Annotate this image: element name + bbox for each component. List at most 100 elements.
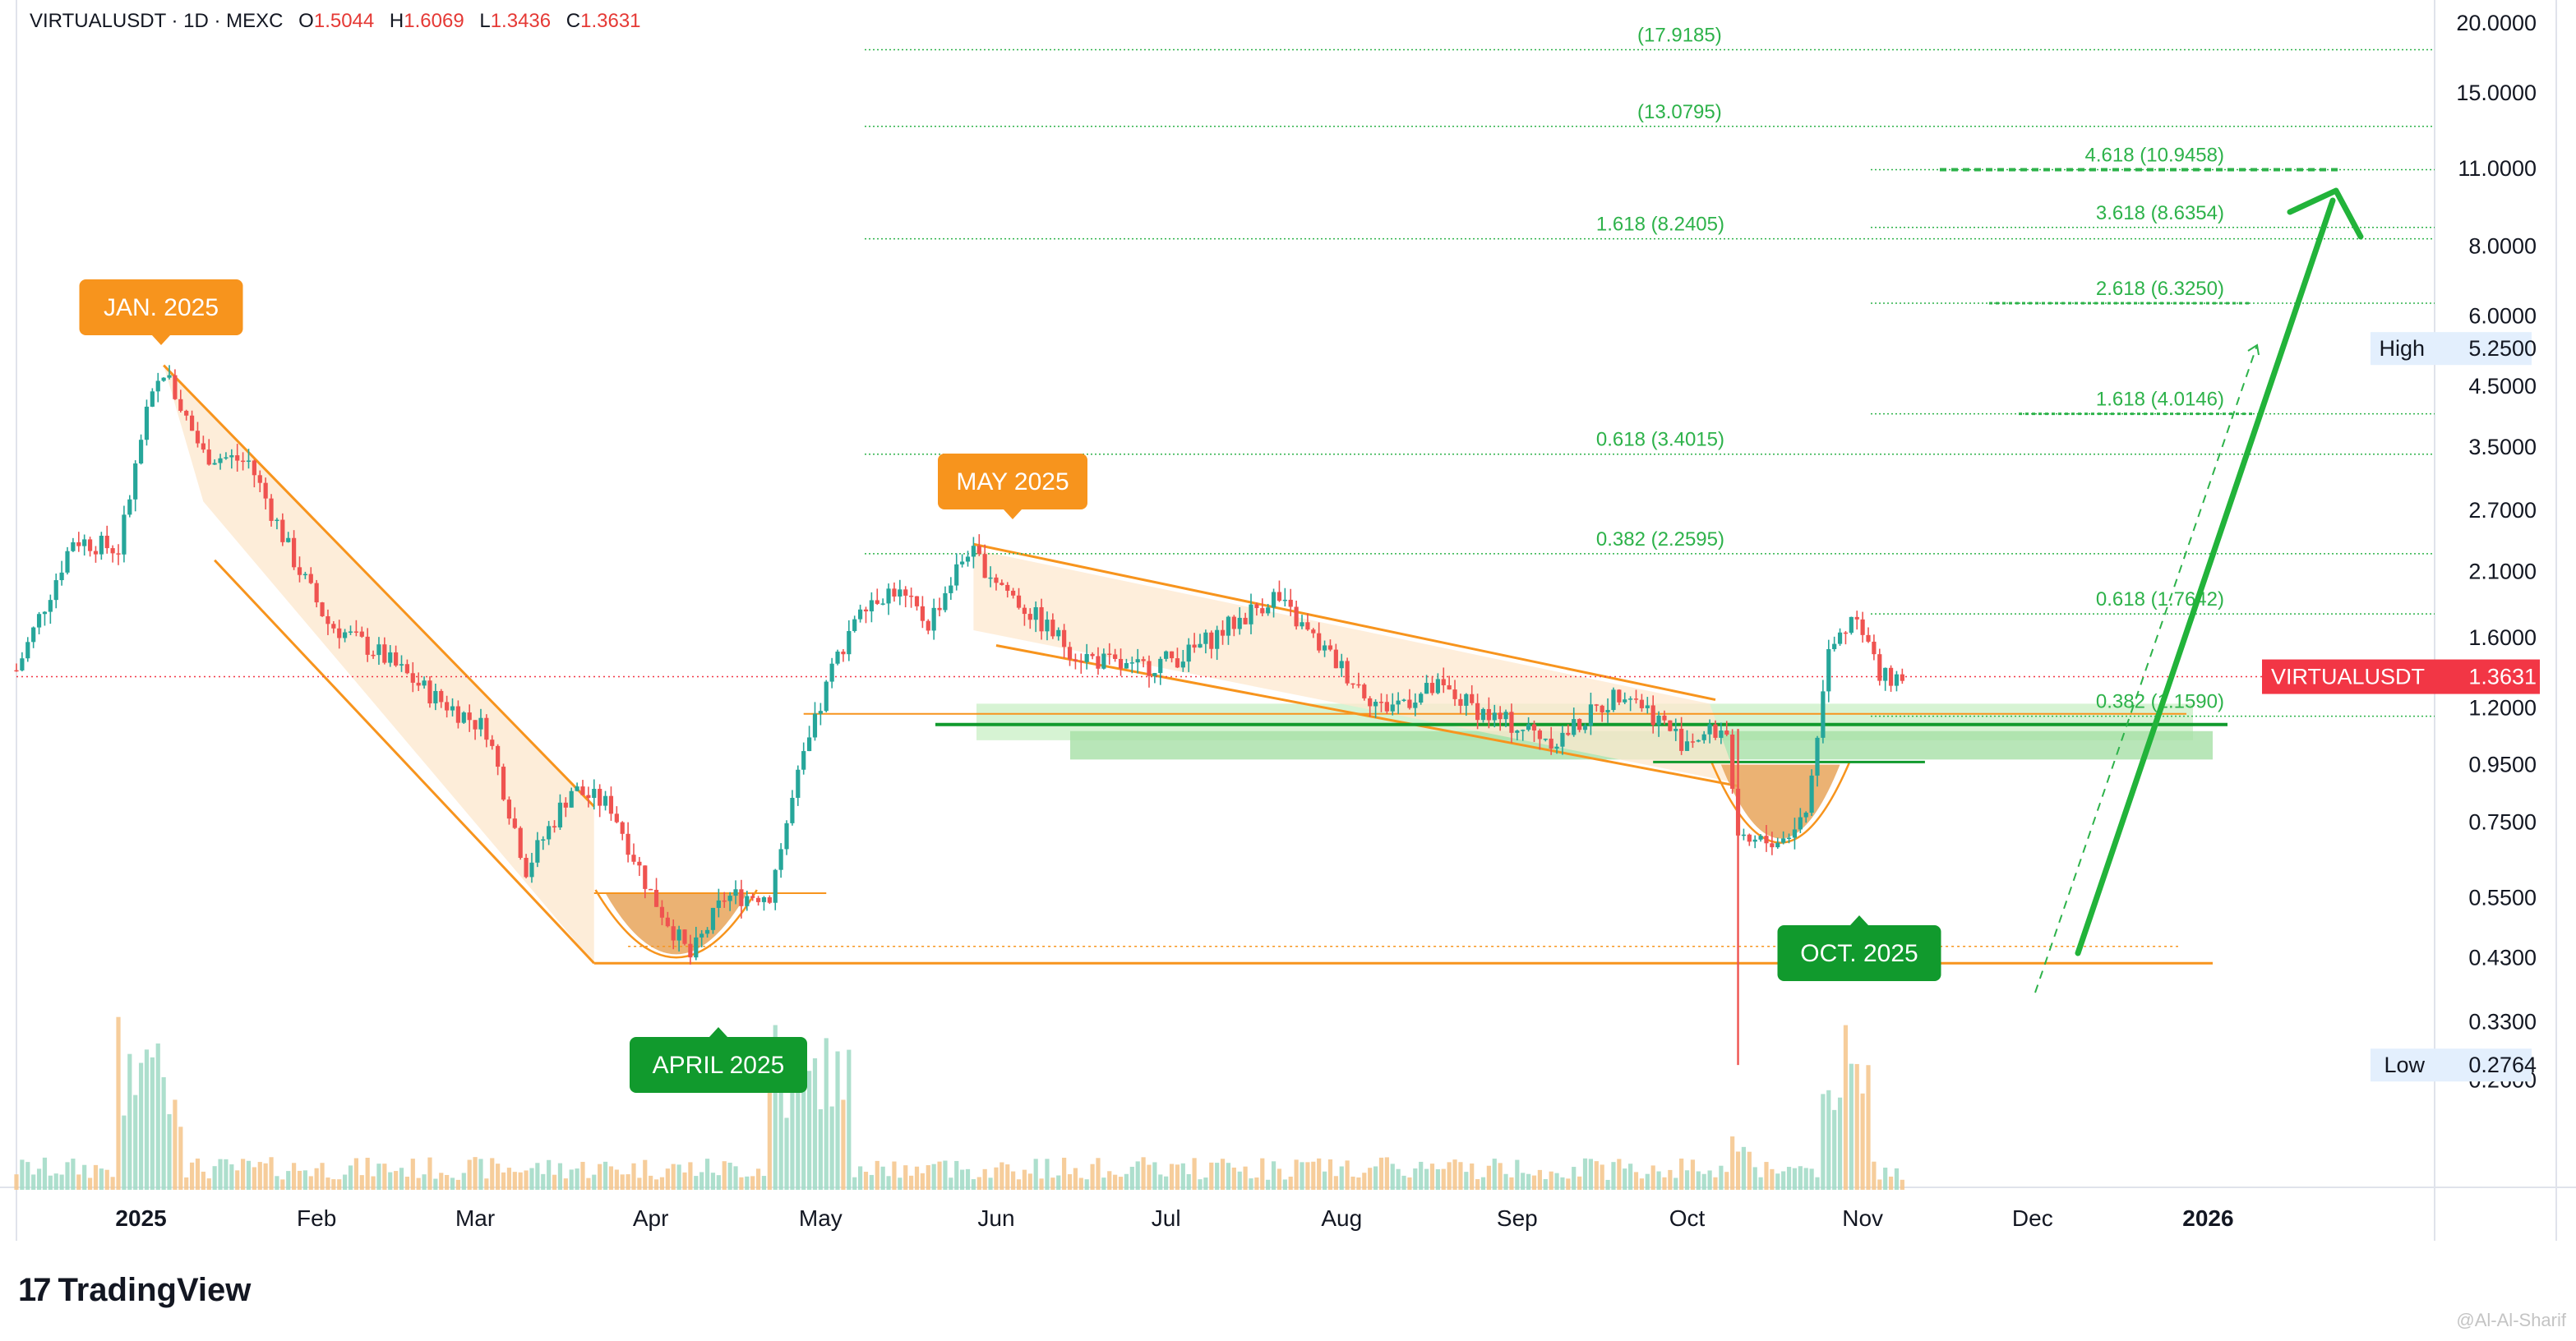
- time-tick-7: Aug: [1321, 1205, 1362, 1231]
- candle: [320, 601, 325, 617]
- candle: [394, 645, 399, 667]
- candle-body: [552, 826, 557, 827]
- candle-body: [988, 577, 993, 579]
- volume-bar: [1231, 1167, 1236, 1190]
- candle: [71, 537, 76, 552]
- time-tick-0: 2025: [115, 1205, 166, 1231]
- volume-bar: [167, 1113, 172, 1190]
- candle-body: [1192, 644, 1197, 648]
- candle: [569, 787, 574, 808]
- candle-body: [716, 900, 721, 908]
- volume-bar: [292, 1163, 297, 1190]
- volume-bar: [1113, 1174, 1118, 1190]
- candle: [87, 537, 93, 557]
- candle-body: [739, 889, 744, 906]
- candle: [122, 505, 127, 563]
- candle-body: [1158, 658, 1163, 674]
- volume-bar: [739, 1177, 744, 1190]
- candle-body: [1633, 698, 1639, 700]
- candle: [1419, 692, 1424, 705]
- candle-body: [643, 865, 648, 889]
- candle: [212, 459, 217, 465]
- volume-bar: [1809, 1168, 1814, 1190]
- candle: [133, 460, 138, 512]
- candle-body: [1515, 730, 1520, 733]
- volume-bar: [1747, 1151, 1752, 1190]
- fib-short-label-0: 4.618 (10.9458): [2085, 145, 2224, 167]
- candle: [206, 439, 211, 466]
- candle: [1900, 668, 1904, 684]
- volume-bar: [898, 1177, 903, 1190]
- volume-bar: [1101, 1177, 1106, 1190]
- candle-body: [1169, 651, 1175, 659]
- volume-bar: [1441, 1168, 1446, 1190]
- bowl-april-fill: [605, 893, 747, 955]
- candle: [722, 892, 727, 908]
- candle-body: [1628, 698, 1633, 700]
- volume-bar: [857, 1166, 863, 1190]
- callout-oct-2025-box: [1777, 925, 1941, 981]
- high-marker-bg: [2371, 332, 2532, 366]
- candle-body: [1872, 641, 1877, 655]
- volume-bar: [1198, 1179, 1203, 1190]
- candle: [1741, 828, 1747, 841]
- high-value: 1.6069: [404, 10, 464, 32]
- candle-body: [909, 595, 914, 597]
- candle-body: [1424, 683, 1429, 694]
- candle-body: [1124, 662, 1129, 669]
- candle-body: [626, 833, 630, 855]
- candle-body: [1650, 705, 1655, 726]
- candle-body: [473, 720, 478, 730]
- close-label: C: [566, 10, 581, 32]
- candle-body: [733, 889, 738, 896]
- volume-bar: [1860, 1093, 1865, 1190]
- candle: [1390, 693, 1395, 716]
- candle-body: [727, 896, 732, 901]
- callout-jan-2025-box: [79, 279, 243, 335]
- candle-body: [875, 600, 879, 604]
- candle: [1215, 625, 1220, 661]
- candle: [1549, 726, 1553, 755]
- candle-body: [1419, 694, 1424, 703]
- candle-body: [404, 664, 410, 674]
- volume-bar: [909, 1175, 914, 1190]
- candle-body: [1016, 595, 1022, 608]
- candle-body: [71, 541, 76, 551]
- candle: [1650, 695, 1655, 734]
- volume-bar: [302, 1170, 307, 1190]
- volume-bar: [1894, 1168, 1900, 1190]
- candle: [1452, 680, 1457, 707]
- volume-bar: [127, 1053, 132, 1190]
- candle: [1486, 697, 1491, 729]
- candle-body: [994, 577, 999, 583]
- volume-bar: [1572, 1167, 1577, 1190]
- candle: [1231, 615, 1236, 637]
- candle: [937, 597, 942, 617]
- callout-april-2025-box: [630, 1037, 807, 1093]
- candle-body: [20, 658, 25, 670]
- tradingview-mark-icon: 17: [18, 1272, 51, 1308]
- volume-bar: [173, 1099, 178, 1190]
- candle-body: [1129, 662, 1134, 664]
- candle-body: [1588, 704, 1594, 726]
- candle: [490, 735, 495, 750]
- candle-body: [416, 682, 421, 686]
- tradingview-logo[interactable]: 17 TradingView: [18, 1272, 251, 1309]
- candle: [1701, 730, 1706, 744]
- candle: [835, 649, 840, 666]
- volume-bar: [524, 1170, 529, 1190]
- volume-bar: [467, 1159, 472, 1190]
- candle: [524, 854, 529, 878]
- candle-body: [1107, 653, 1112, 655]
- candle: [1384, 694, 1389, 715]
- candle-body: [761, 897, 767, 902]
- candle-body: [337, 628, 342, 638]
- candle: [229, 449, 234, 469]
- volume-bar: [1107, 1171, 1112, 1190]
- candle-body: [1147, 661, 1152, 676]
- volume-bar: [1628, 1164, 1633, 1190]
- candle-body: [547, 826, 552, 840]
- volume-bar: [796, 1049, 801, 1190]
- volume-bar: [694, 1176, 699, 1190]
